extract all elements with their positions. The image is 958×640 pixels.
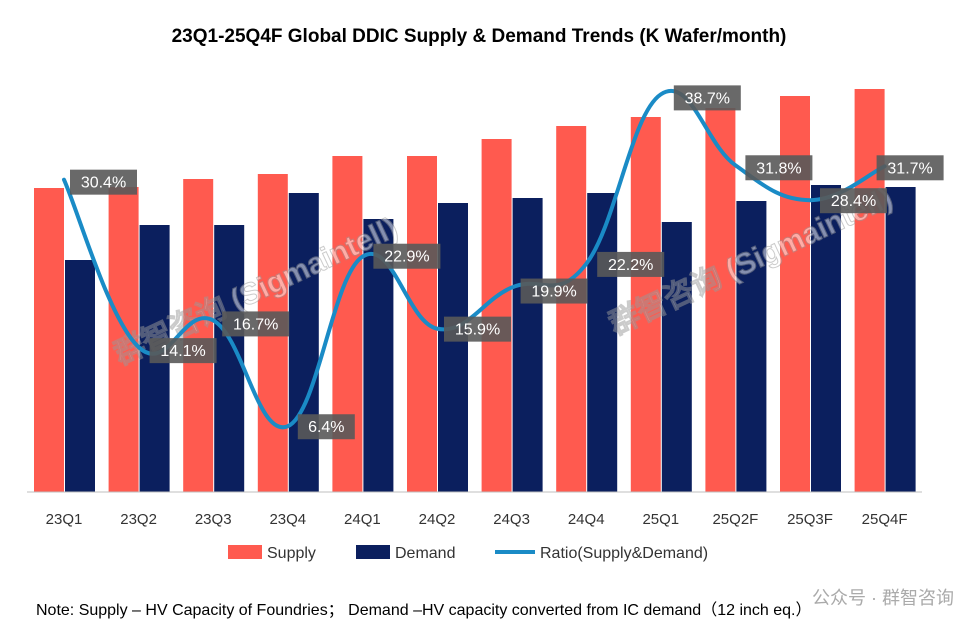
supply-bar — [183, 179, 214, 492]
x-tick-label: 24Q2 — [419, 511, 456, 528]
data-label-box — [297, 414, 355, 440]
x-tick-label: 23Q2 — [120, 511, 157, 528]
data-label: 31.8% — [756, 160, 801, 177]
supply-bar — [407, 156, 437, 492]
supply-bar — [556, 126, 587, 492]
data-label-box — [597, 251, 665, 277]
supply-bar — [630, 117, 661, 492]
data-label-box — [520, 278, 588, 304]
data-label: 16.7% — [233, 316, 278, 333]
demand-bar — [65, 260, 95, 492]
supply-bar — [705, 108, 736, 492]
x-tick-label: 25Q2F — [712, 511, 758, 528]
data-label: 22.9% — [384, 249, 429, 266]
data-label-box — [820, 188, 887, 214]
data-label-box — [373, 243, 441, 269]
data-label: 19.9% — [531, 284, 576, 301]
x-tick-label: 24Q4 — [568, 511, 605, 528]
demand-bar — [512, 198, 543, 492]
supply-bar — [481, 139, 512, 492]
x-tick-label: 24Q1 — [344, 511, 381, 528]
data-label-box — [745, 155, 813, 181]
data-label-box — [222, 311, 290, 337]
legend-label: Ratio(Supply&Demand) — [540, 545, 708, 562]
data-label: 15.9% — [455, 322, 500, 339]
demand-bar — [661, 222, 692, 492]
data-label-box — [673, 85, 741, 111]
data-label-box — [70, 169, 137, 195]
data-label: 30.4% — [81, 175, 126, 192]
supply-bar — [34, 188, 64, 492]
chart-note: Note: Supply – HV Capacity of Foundries；… — [36, 602, 812, 619]
demand-bar — [736, 201, 767, 492]
data-label-box — [444, 316, 511, 342]
chart-title: 23Q1-25Q4F Global DDIC Supply & Demand T… — [171, 26, 787, 47]
data-label: 14.1% — [160, 343, 205, 360]
x-tick-label: 23Q3 — [195, 511, 232, 528]
data-label: 38.7% — [685, 90, 730, 107]
x-tick-label: 25Q3F — [787, 511, 833, 528]
ratio-line — [62, 89, 887, 430]
x-tick-label: 23Q1 — [46, 511, 83, 528]
demand-bar — [587, 193, 618, 492]
demand-bar — [288, 193, 319, 492]
data-label: 6.4% — [308, 419, 344, 436]
demand-bar — [885, 187, 916, 492]
data-label: 31.7% — [887, 160, 932, 177]
supply-bar — [332, 156, 363, 492]
x-tick-label: 25Q1 — [642, 511, 679, 528]
x-tick-label: 24Q3 — [493, 511, 530, 528]
supply-bar — [854, 89, 885, 492]
data-label: 28.4% — [831, 193, 876, 210]
demand-bar — [811, 185, 841, 492]
x-tick-label: 23Q4 — [269, 511, 306, 528]
legend-label: Demand — [395, 545, 455, 562]
data-label-box — [876, 155, 944, 181]
x-tick-label: 25Q4F — [862, 511, 908, 528]
legend-swatch-demand — [356, 545, 390, 559]
legend-swatch-supply — [228, 545, 262, 559]
footer-watermark: 公众号 · 群智咨询 — [812, 588, 954, 608]
data-label-box — [149, 338, 217, 364]
data-label: 22.2% — [608, 257, 653, 274]
demand-bar — [438, 203, 468, 492]
legend-label: Supply — [267, 545, 316, 562]
